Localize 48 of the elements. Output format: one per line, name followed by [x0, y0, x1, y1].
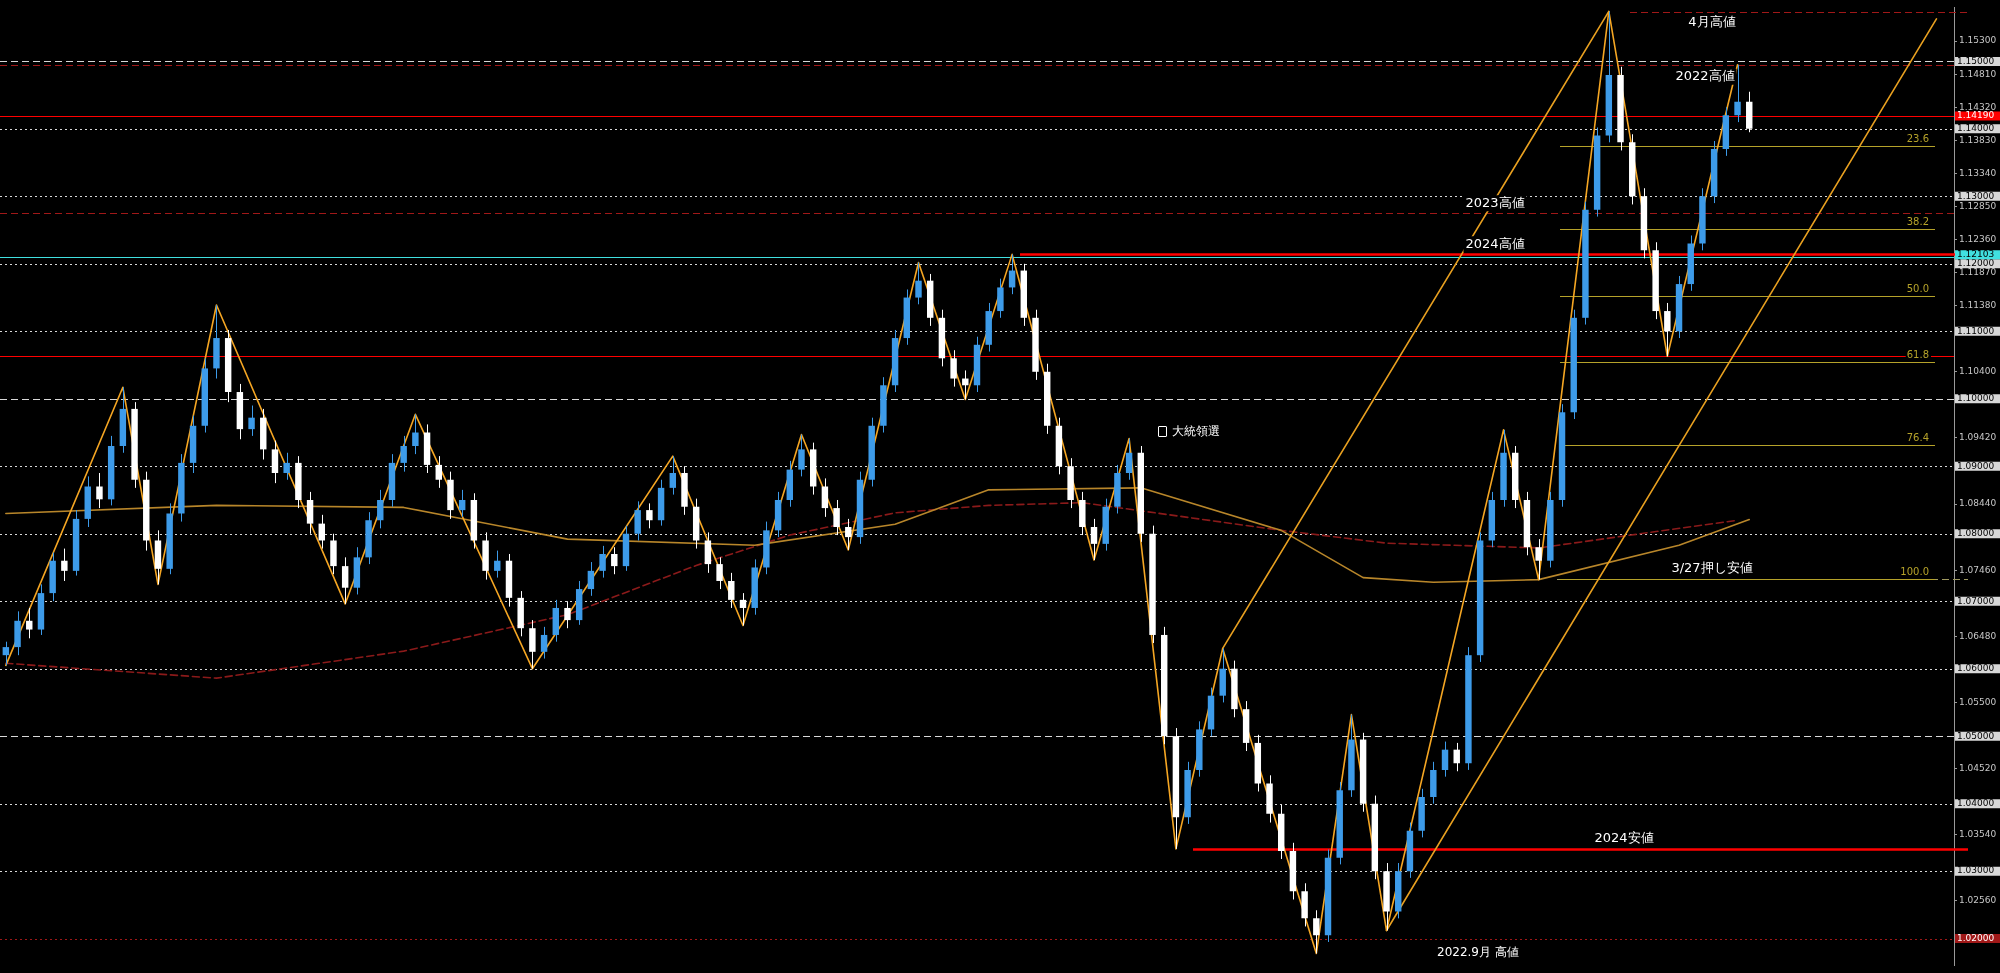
annotation: 38.2 [1906, 216, 1929, 228]
y-tick-label: 1.14810 [1959, 68, 1997, 79]
ref-line-label: 1.15000 [1957, 55, 1995, 66]
ref-line-label: 1.08000 [1957, 528, 1995, 539]
ref-line-label: 1.11000 [1957, 325, 1995, 336]
ref-line-label: 1.03000 [1957, 865, 1995, 876]
ref-line-label: 1.12000 [1957, 258, 1995, 269]
ref-line-label: 1.12103 [1957, 249, 1995, 260]
ref-line-label: 2022高値 [1675, 68, 1735, 84]
ref-line-label: 1.09000 [1957, 460, 1995, 471]
y-tick-label: 1.09420 [1959, 432, 1997, 443]
y-tick-label: 1.13340 [1959, 167, 1997, 178]
y-tick-label: 1.10400 [1959, 366, 1997, 377]
annotation: 100.0 [1900, 566, 1930, 578]
ref-line-label: 1.05000 [1957, 730, 1995, 741]
y-tick-label: 1.03540 [1959, 829, 1997, 840]
ref-line-label: 2023高値 [1465, 194, 1525, 210]
ref-line-label: 1.10000 [1957, 393, 1995, 404]
y-tick-label: 1.11870 [1959, 266, 1997, 277]
annotation: 23.6 [1906, 133, 1929, 145]
ref-line-label: 2024高値 [1465, 235, 1525, 251]
y-tick-label: 1.12360 [1959, 233, 1997, 244]
y-tick-label: 1.06480 [1959, 630, 1997, 641]
y-tick-label: 1.15300 [1959, 35, 1997, 46]
annotation: 大統領選 [1172, 424, 1220, 439]
annotation: 2022.9月 高値 [1437, 945, 1519, 960]
y-tick-label: 1.08440 [1959, 498, 1997, 509]
annotation: 76.4 [1906, 432, 1929, 444]
ref-line-label: 1.13000 [1957, 190, 1995, 201]
y-tick-label: 1.07460 [1959, 564, 1997, 575]
ref-line-label: 3/27押し安値 [1671, 560, 1753, 576]
ref-line-label: 2024安値 [1594, 830, 1654, 846]
y-tick-label: 1.04520 [1959, 762, 1997, 773]
y-tick-label: 1.11380 [1959, 300, 1997, 310]
ref-line-label: 4月高値 [1688, 14, 1736, 30]
y-tick-label: 1.05500 [1959, 696, 1997, 707]
annotation: 50.0 [1906, 283, 1929, 295]
y-tick-label: 1.14320 [1959, 101, 1997, 112]
y-tick-label: 1.02560 [1959, 895, 1997, 906]
ref-line-label: 1.02000 [1957, 932, 1995, 943]
ref-line-label: 1.07000 [1957, 595, 1995, 606]
y-tick-label: 1.12850 [1959, 200, 1997, 211]
annotation: 61.8 [1906, 349, 1929, 361]
ref-line-label: 1.06000 [1957, 663, 1995, 674]
ref-line-label: 1.14000 [1957, 123, 1995, 134]
ref-line-label: 1.14190 [1957, 110, 1995, 121]
y-tick-label: 1.13830 [1959, 134, 1997, 145]
ref-line-label: 1.04000 [1957, 797, 1995, 808]
